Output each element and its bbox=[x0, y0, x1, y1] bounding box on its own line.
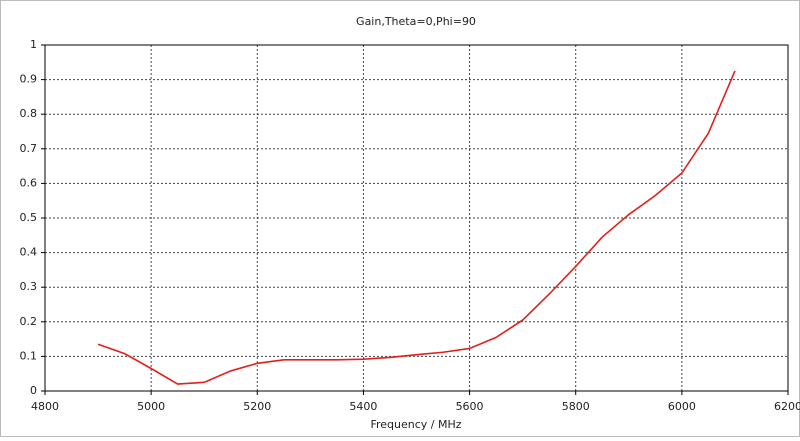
y-tick-label: 0.4 bbox=[20, 246, 38, 259]
x-tick-label: 5400 bbox=[349, 400, 377, 413]
chart-title: Gain,Theta=0,Phi=90 bbox=[356, 15, 476, 28]
y-tick-label: 0.5 bbox=[20, 211, 38, 224]
x-tick-label: 5600 bbox=[456, 400, 484, 413]
x-axis-label: Frequency / MHz bbox=[370, 418, 461, 431]
y-tick-label: 0 bbox=[30, 384, 37, 397]
x-tick-label: 6200 bbox=[774, 400, 800, 413]
data-line bbox=[97, 70, 736, 385]
plot-frame bbox=[44, 44, 789, 392]
y-tick-label: 0.9 bbox=[20, 73, 38, 86]
y-tick-label: 0.7 bbox=[20, 142, 38, 155]
x-tick-label: 5200 bbox=[243, 400, 271, 413]
y-tick-label: 0.3 bbox=[20, 280, 38, 293]
y-tick-label: 0.6 bbox=[20, 176, 38, 189]
x-tick-label: 5000 bbox=[137, 400, 165, 413]
x-tick-label: 5800 bbox=[562, 400, 590, 413]
y-tick-label: 0.8 bbox=[20, 107, 38, 120]
x-tick-label: 6000 bbox=[668, 400, 696, 413]
y-tick-label: 1 bbox=[30, 38, 37, 51]
y-tick-label: 0.1 bbox=[20, 349, 38, 362]
x-tick-label: 4800 bbox=[31, 400, 59, 413]
y-tick-label: 0.2 bbox=[20, 315, 38, 328]
